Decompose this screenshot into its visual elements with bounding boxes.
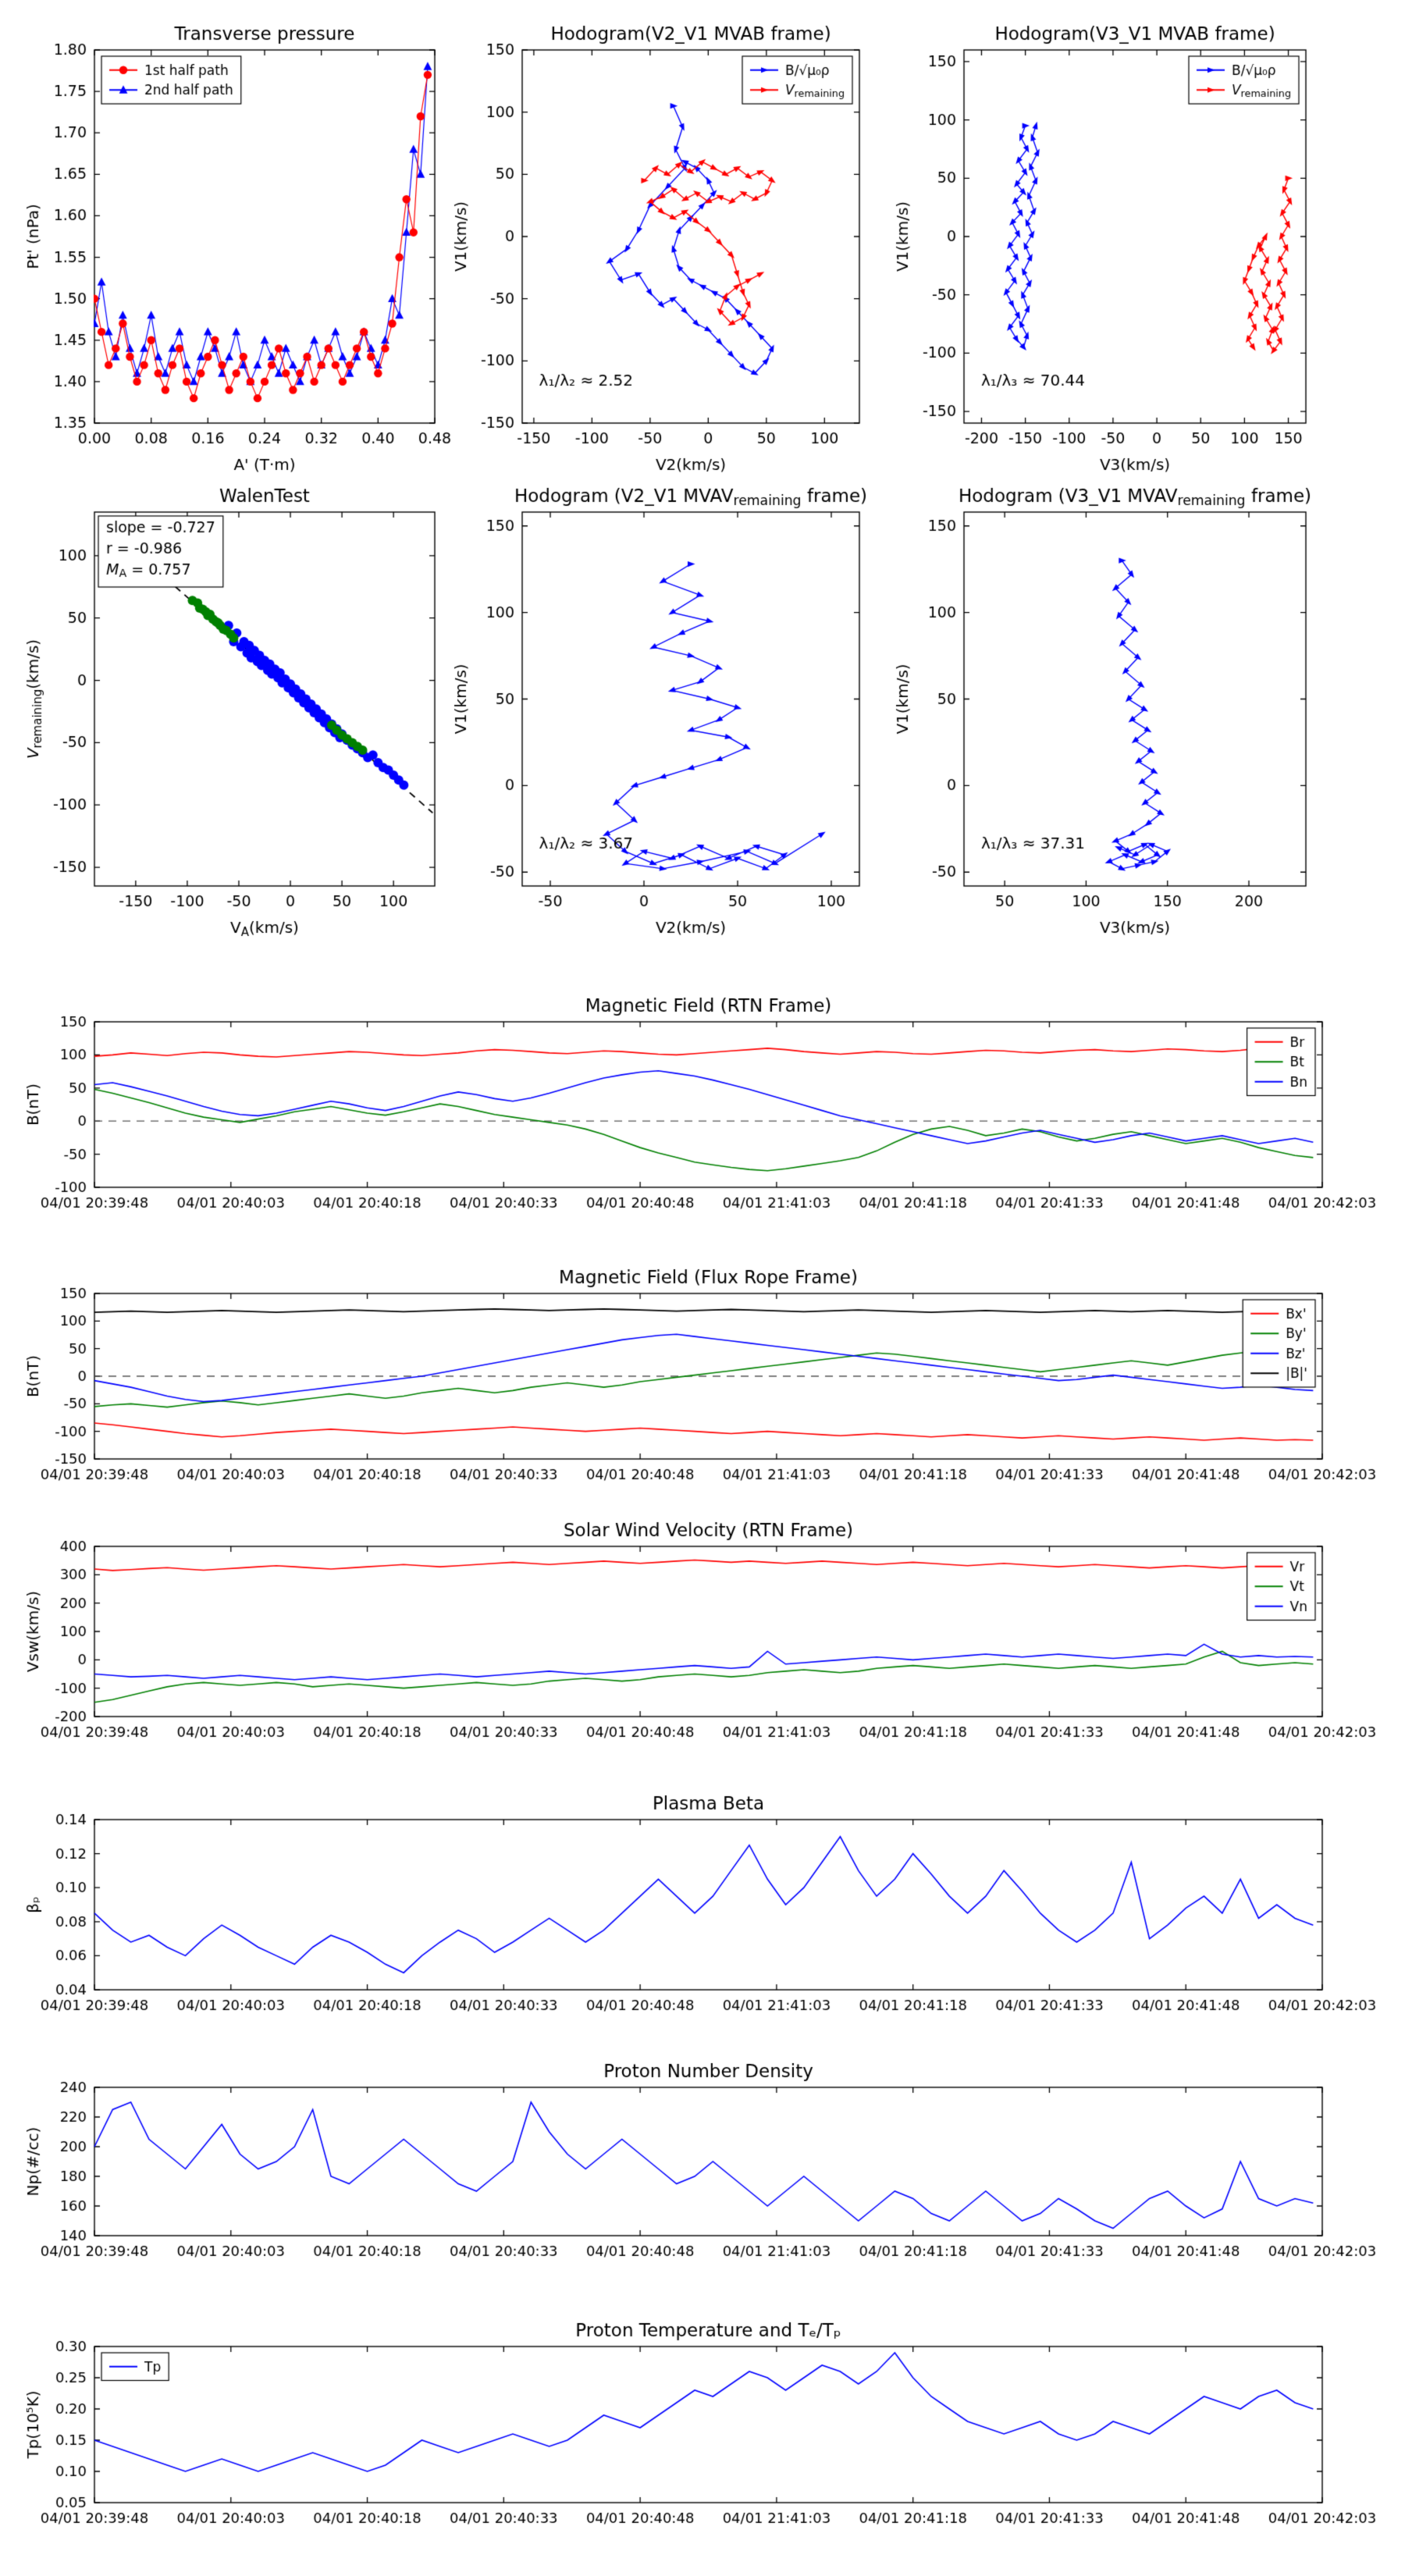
figure — [0, 0, 1405, 2576]
figure-canvas — [0, 0, 1405, 2576]
